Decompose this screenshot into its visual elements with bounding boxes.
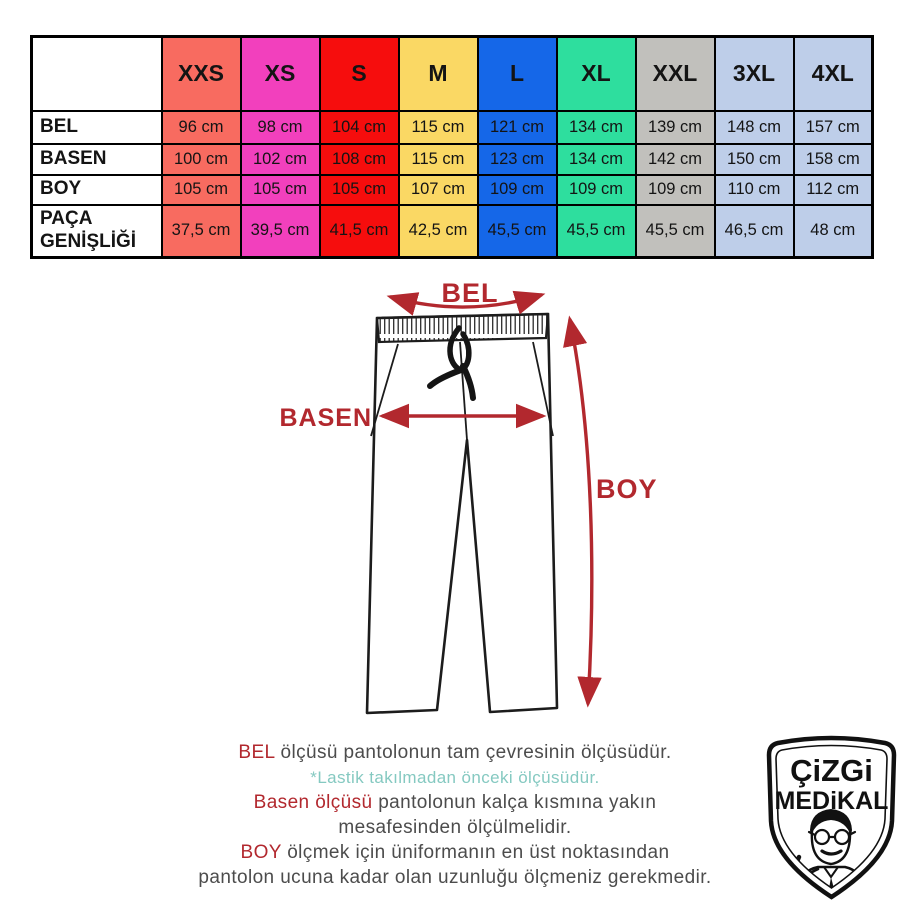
cell-basen-l: 123 cm — [476, 142, 558, 176]
note-line-boy-2: pantolon ucuna kadar olan uzunluğu ölçme… — [85, 865, 825, 890]
cell-boy-4xl: 112 cm — [792, 173, 874, 206]
cell-boy-l: 109 cm — [476, 173, 558, 206]
cell-bel-xxl: 139 cm — [634, 109, 716, 145]
pants-outline — [365, 312, 559, 715]
note-keyword-basen: Basen ölçüsü — [253, 792, 373, 813]
note-keyword-bel: BEL — [238, 742, 275, 763]
shield-logo-icon: ÇiZGi MEDiKAL — [766, 735, 897, 900]
pants-measurement-diagram: BEL BASEN BOY — [280, 278, 658, 715]
cell-boy-xs: 105 cm — [239, 173, 321, 206]
corner-cell — [30, 35, 163, 112]
size-header-3xl: 3XL — [713, 35, 795, 112]
row-label-basen: BASEN — [30, 142, 163, 176]
cell-basen-xl: 134 cm — [555, 142, 637, 176]
note-text: ölçmek için üniformanın en üst noktasınd… — [281, 842, 670, 863]
cell-bel-l: 121 cm — [476, 109, 558, 145]
boy-arrow — [563, 315, 602, 708]
brand-logo: ÇiZGi MEDiKAL — [758, 729, 904, 904]
note-line-basen: Basen ölçüsü pantolonun kalça kısmına ya… — [85, 790, 825, 815]
row-label-paca-genisligi: PAÇA GENİŞLİĞİ — [30, 203, 163, 259]
table-row-paca-genisligi: PAÇA GENİŞLİĞİ 37,5 cm 39,5 cm 41,5 cm 4… — [30, 203, 874, 259]
cell-paca-xs: 39,5 cm — [239, 203, 321, 259]
right-pocket-line — [532, 341, 554, 437]
cell-paca-xxl: 45,5 cm — [634, 203, 716, 259]
size-header-xl: XL — [555, 35, 637, 112]
measurement-notes: BEL ölçüsü pantolonun tam çevresinin ölç… — [85, 740, 825, 890]
bel-label: BEL — [442, 278, 499, 308]
size-header-xxl: XXL — [634, 35, 716, 112]
cell-bel-xxs: 96 cm — [160, 109, 242, 145]
cell-bel-4xl: 157 cm — [792, 109, 874, 145]
basen-label: BASEN — [280, 404, 372, 432]
note-text: pantolon ucuna kadar olan uzunluğu ölçme… — [198, 867, 712, 888]
cell-boy-xl: 109 cm — [555, 173, 637, 206]
bel-arrow — [386, 290, 546, 316]
size-header-l: L — [476, 35, 558, 112]
cell-basen-xxl: 142 cm — [634, 142, 716, 176]
cell-boy-xxl: 109 cm — [634, 173, 716, 206]
size-header-xs: XS — [239, 35, 321, 112]
cell-boy-s: 105 cm — [318, 173, 400, 206]
note-line-lastik: *Lastik takılmadan önceki ölçüsüdür. — [85, 765, 825, 790]
cell-bel-3xl: 148 cm — [713, 109, 795, 145]
row-label-bel: BEL — [30, 109, 163, 145]
cell-paca-xxs: 37,5 cm — [160, 203, 242, 259]
size-header-s: S — [318, 35, 400, 112]
note-text: pantolonun kalça kısmına yakın — [372, 792, 657, 813]
cell-paca-xl: 45,5 cm — [555, 203, 637, 259]
note-text: ölçüsü pantolonun tam çevresinin ölçüsüd… — [274, 742, 672, 763]
cell-paca-m: 42,5 cm — [397, 203, 479, 259]
cell-paca-3xl: 46,5 cm — [713, 203, 795, 259]
cell-basen-s: 108 cm — [318, 142, 400, 176]
row-label-boy: BOY — [30, 173, 163, 206]
cell-basen-m: 115 cm — [397, 142, 479, 176]
cell-paca-l: 45,5 cm — [476, 203, 558, 259]
cell-boy-m: 107 cm — [397, 173, 479, 206]
drawstring — [427, 325, 476, 401]
size-header-4xl: 4XL — [792, 35, 874, 112]
note-line-boy: BOY ölçmek için üniformanın en üst nokta… — [85, 840, 825, 865]
note-text: mesafesinden ölçülmelidir. — [338, 817, 572, 838]
left-pocket-line — [370, 343, 399, 437]
size-header-m: M — [397, 35, 479, 112]
note-keyword-boy: BOY — [240, 842, 282, 863]
measure-arrows — [378, 290, 602, 708]
note-text: *Lastik takılmadan önceki ölçüsüdür. — [310, 768, 600, 787]
shield-inner — [775, 744, 888, 889]
cell-paca-4xl: 48 cm — [792, 203, 874, 259]
cell-boy-xxs: 105 cm — [160, 173, 242, 206]
size-chart-table: XXS XS S M L XL XXL 3XL 4XL BEL 96 cm 98… — [30, 35, 874, 259]
cell-bel-xl: 134 cm — [555, 109, 637, 145]
cell-bel-s: 104 cm — [318, 109, 400, 145]
cell-basen-xs: 102 cm — [239, 142, 321, 176]
note-line-basen-2: mesafesinden ölçülmelidir. — [85, 815, 825, 840]
size-header-xxs: XXS — [160, 35, 242, 112]
boy-label: BOY — [596, 474, 658, 504]
table-row-basen: BASEN 100 cm 102 cm 108 cm 115 cm 123 cm… — [30, 142, 874, 176]
cell-basen-xxs: 100 cm — [160, 142, 242, 176]
note-line-bel: BEL ölçüsü pantolonun tam çevresinin ölç… — [85, 740, 825, 765]
table-header-row: XXS XS S M L XL XXL 3XL 4XL — [30, 35, 874, 112]
table-row-bel: BEL 96 cm 98 cm 104 cm 115 cm 121 cm 134… — [30, 109, 874, 145]
cell-paca-s: 41,5 cm — [318, 203, 400, 259]
table-row-boy: BOY 105 cm 105 cm 105 cm 107 cm 109 cm 1… — [30, 173, 874, 206]
cell-bel-m: 115 cm — [397, 109, 479, 145]
cell-basen-3xl: 150 cm — [713, 142, 795, 176]
cell-bel-xs: 98 cm — [239, 109, 321, 145]
cell-boy-3xl: 110 cm — [713, 173, 795, 206]
logo-text-line1: ÇiZGi — [790, 753, 873, 788]
cell-basen-4xl: 158 cm — [792, 142, 874, 176]
